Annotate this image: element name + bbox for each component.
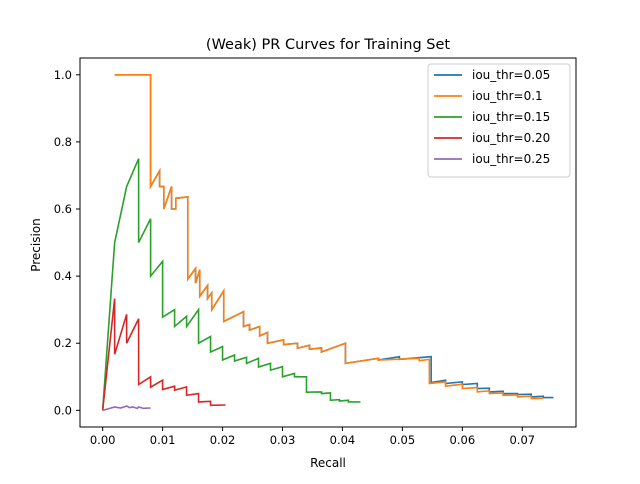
x-tick-label: 0.05 xyxy=(390,433,416,447)
axes-frame xyxy=(79,57,577,428)
series-line-iou-thr-0-15 xyxy=(101,158,361,411)
y-tick-label: 1.0 xyxy=(54,68,72,82)
x-tick-label: 0.02 xyxy=(210,433,236,447)
x-tick-label: 0.06 xyxy=(450,433,476,447)
chart-title: (Weak) PR Curves for Training Set xyxy=(206,37,450,53)
x-tick-label: 0.07 xyxy=(509,433,535,447)
plot-area: 0.00 0.01 0.02 0.03 0.04 0.05 0.06 0.07 0.0 0.2 0.… xyxy=(54,57,577,447)
y-axis-label: Precision xyxy=(29,218,43,272)
y-tick-label: 0.6 xyxy=(54,202,72,216)
legend-label-iou-thr-0-15: iou_thr=0.15 xyxy=(472,110,550,124)
x-tick-label: 0.00 xyxy=(90,433,116,447)
legend-label-iou-thr-0-05: iou_thr=0.05 xyxy=(472,68,550,82)
y-tick-label: 0.8 xyxy=(54,135,72,149)
series-line-iou-thr-0-1 xyxy=(114,73,544,400)
y-tick-label: 0.4 xyxy=(54,269,72,283)
series-line-iou-thr-0-25 xyxy=(102,405,151,412)
y-tick-label: 0.0 xyxy=(54,403,72,417)
legend-label-iou-thr-0-20: iou_thr=0.20 xyxy=(472,131,550,145)
legend-label-iou-thr-0-1: iou_thr=0.1 xyxy=(472,89,543,103)
x-tick-label: 0.01 xyxy=(150,433,176,447)
series-line-iou-thr-0-20 xyxy=(101,298,226,411)
legend: iou_thr=0.05 iou_thr=0.1 iou_thr=0.15 iou_t… xyxy=(427,63,571,178)
x-tick-label: 0.04 xyxy=(330,433,356,447)
legend-box xyxy=(427,63,571,178)
x-axis-label: Recall xyxy=(310,456,346,470)
x-tick-label: 0.03 xyxy=(270,433,296,447)
legend-label-iou-thr-0-25: iou_thr=0.25 xyxy=(472,152,550,166)
y-tick-label: 0.2 xyxy=(54,336,72,350)
